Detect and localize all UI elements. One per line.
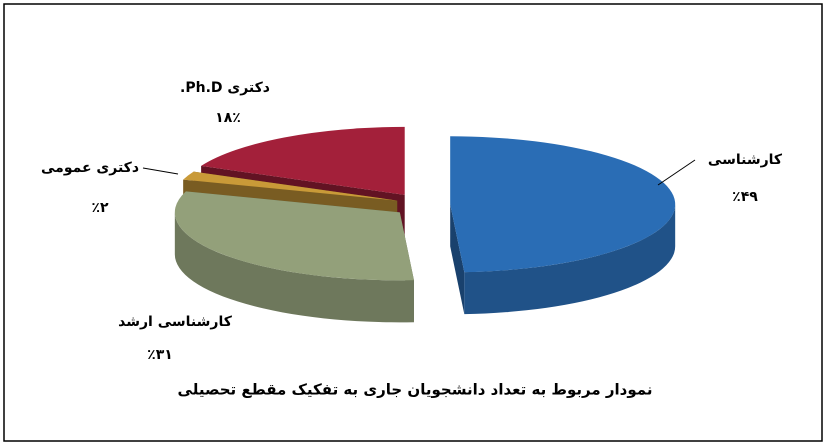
value-label: ٪۳۱ (147, 347, 173, 363)
slice-top (183, 171, 398, 201)
pie-slice (450, 136, 676, 315)
slice-label: دکتری عمومی (41, 160, 139, 176)
leader-line (142, 167, 179, 175)
slice-side (174, 212, 414, 323)
slice-label: کارشناسی ارشد (118, 314, 233, 330)
slice-label: دکتری Ph.D. (180, 80, 270, 96)
pie-slice (174, 191, 414, 323)
value-label: ۱۸٪ (215, 110, 241, 126)
slice-wall (450, 204, 465, 315)
slice-top (201, 126, 405, 195)
pie: کارشناسی ٪۴۹ کارشناسی ارشد ٪۳۱ دکتری عمومی ٪۲… (41, 80, 783, 363)
leader-line (657, 159, 696, 186)
value-label: ٪۲ (91, 200, 109, 216)
chart-frame (3, 3, 823, 442)
chart-title: نمودار مربوط به تعداد دانشجویان جاری به … (178, 381, 653, 399)
slice-label: کارشناسی (708, 152, 783, 168)
slice-top (174, 191, 414, 281)
slice-side (464, 204, 676, 315)
slice-top (450, 136, 676, 273)
value-label: ٪۴۹ (732, 189, 758, 205)
